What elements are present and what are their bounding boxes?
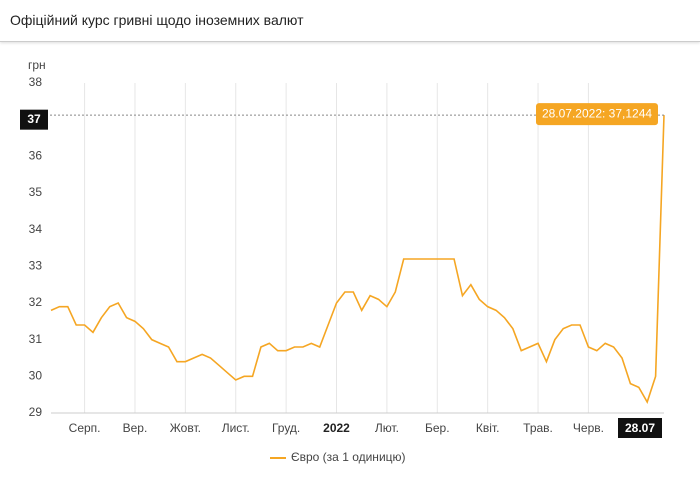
y-tick-label: 29 xyxy=(29,405,43,419)
y-tick-label: 31 xyxy=(29,332,43,346)
x-tick-label: 28.07 xyxy=(625,421,655,435)
x-tick-label: Лют. xyxy=(375,421,399,435)
y-tick-label: 36 xyxy=(29,149,43,163)
y-axis-label: грн xyxy=(28,58,46,72)
y-tick-label: 35 xyxy=(29,185,43,199)
chart: грн 29 30 31 32 33 34 35 36 37 38 Серп. Вер. Жовт. Ли… xyxy=(20,58,665,464)
tooltip-box xyxy=(536,103,658,126)
x-tick-label: Трав. xyxy=(523,421,553,435)
y-tick-label: 38 xyxy=(29,75,43,89)
x-tick-label: Вер. xyxy=(123,421,148,435)
x-tick-label: Серп. xyxy=(69,421,101,435)
y-tick-label: 33 xyxy=(29,259,43,273)
y-highlight-box xyxy=(20,109,48,130)
x-tick-label: Квіт. xyxy=(476,421,500,435)
x-tick-label: Черв. xyxy=(573,421,604,435)
y-tick-label: 34 xyxy=(29,222,43,236)
y-highlight-label: 37 xyxy=(27,112,41,126)
x-tick-label: Лист. xyxy=(222,421,250,435)
y-tick-label: 30 xyxy=(29,369,43,383)
x-tick-label: 2022 xyxy=(323,421,350,435)
legend-label: Євро (за 1 одиницю) xyxy=(291,450,406,464)
x-tick-label: Жовт. xyxy=(170,421,201,435)
x-highlight-box xyxy=(618,418,662,438)
x-tick-label: Груд. xyxy=(272,421,300,435)
x-tick-label: Бер. xyxy=(425,421,450,435)
data-line xyxy=(50,115,665,404)
tooltip-text: 28.07.2022: 37,1244 xyxy=(542,106,652,120)
chart-title: Офіційний курс гривні щодо іноземних вал… xyxy=(0,0,700,42)
y-tick-label: 32 xyxy=(29,295,43,309)
